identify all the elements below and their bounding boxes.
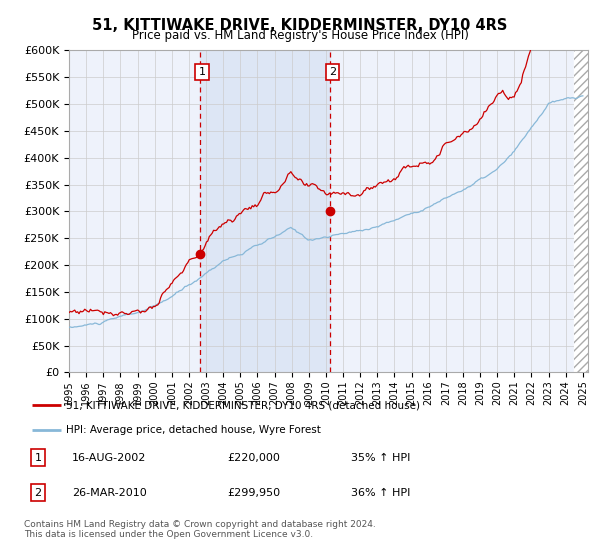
Text: 2: 2 bbox=[35, 488, 41, 498]
Text: 26-MAR-2010: 26-MAR-2010 bbox=[72, 488, 146, 498]
Text: 16-AUG-2002: 16-AUG-2002 bbox=[72, 453, 146, 463]
Text: HPI: Average price, detached house, Wyre Forest: HPI: Average price, detached house, Wyre… bbox=[66, 425, 321, 435]
Bar bbox=[200, 50, 330, 372]
Text: £220,000: £220,000 bbox=[227, 453, 280, 463]
Text: 2: 2 bbox=[329, 67, 336, 77]
Text: 1: 1 bbox=[199, 67, 206, 77]
Text: 36% ↑ HPI: 36% ↑ HPI bbox=[351, 488, 410, 498]
Text: 35% ↑ HPI: 35% ↑ HPI bbox=[351, 453, 410, 463]
Text: 51, KITTIWAKE DRIVE, KIDDERMINSTER, DY10 4RS (detached house): 51, KITTIWAKE DRIVE, KIDDERMINSTER, DY10… bbox=[66, 400, 420, 410]
Bar bbox=[574, 50, 588, 372]
Text: 51, KITTIWAKE DRIVE, KIDDERMINSTER, DY10 4RS: 51, KITTIWAKE DRIVE, KIDDERMINSTER, DY10… bbox=[92, 18, 508, 33]
Text: £299,950: £299,950 bbox=[227, 488, 280, 498]
Text: Contains HM Land Registry data © Crown copyright and database right 2024.
This d: Contains HM Land Registry data © Crown c… bbox=[24, 520, 376, 539]
Bar bbox=[574, 50, 588, 372]
Text: Price paid vs. HM Land Registry's House Price Index (HPI): Price paid vs. HM Land Registry's House … bbox=[131, 29, 469, 42]
Text: 1: 1 bbox=[35, 453, 41, 463]
